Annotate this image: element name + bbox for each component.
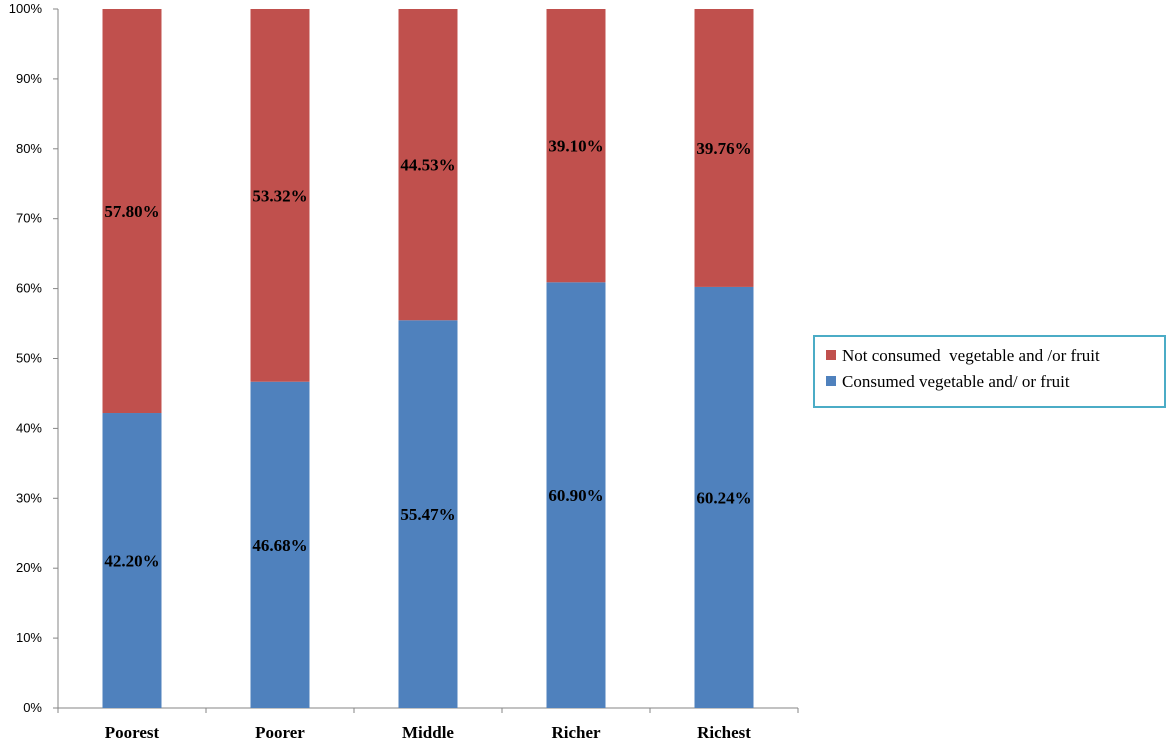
bar-segment-consumed [546, 282, 606, 708]
legend-entry-label: Not consumed vegetable and /or fruit [842, 346, 1100, 365]
legend-entry-label: Consumed vegetable and/ or fruit [842, 372, 1070, 391]
data-label: 60.24% [696, 488, 751, 507]
data-label: 57.80% [104, 202, 159, 221]
data-label: 60.90% [548, 486, 603, 505]
y-tick-label: 60% [16, 281, 42, 296]
bar-segment-not-consumed [546, 9, 606, 283]
legend-box [813, 335, 1166, 408]
x-category-label: Richer [551, 723, 601, 742]
bar-segment-consumed [398, 320, 458, 708]
y-tick-label: 20% [16, 560, 42, 575]
legend-swatch [826, 376, 836, 386]
chart-legend: Not consumed vegetable and /or fruit Cons… [813, 335, 1166, 408]
y-tick-label: 80% [16, 141, 42, 156]
y-tick-label: 70% [16, 211, 42, 226]
y-tick-label: 40% [16, 420, 42, 435]
chart-data-labels: 42.20% 57.80% 46.68% 53.32% 55.47% 44.53% 60.9… [104, 137, 751, 571]
y-tick-label: 100% [9, 1, 43, 16]
bar-segment-not-consumed [398, 9, 458, 321]
chart-axes: 0% 10% 20% 30% 40% 50% 60% 70% 80% 90% 100% Poorest… [9, 1, 799, 742]
data-label: 39.10% [548, 137, 603, 156]
data-label: 46.68% [252, 536, 307, 555]
y-tick-label: 10% [16, 630, 42, 645]
bar-segment-consumed [694, 286, 754, 708]
data-label: 44.53% [400, 156, 455, 175]
bar-segment-not-consumed [694, 9, 754, 287]
data-label: 55.47% [400, 505, 455, 524]
x-category-label: Middle [402, 723, 454, 742]
bar-segment-consumed [102, 413, 162, 708]
bar-segment-not-consumed [102, 9, 162, 414]
y-tick-label: 30% [16, 490, 42, 505]
x-category-label: Poorest [105, 723, 160, 742]
y-tick-label: 50% [16, 351, 42, 366]
bar-segment-consumed [250, 381, 310, 708]
chart-bars [102, 9, 754, 708]
bar-segment-not-consumed [250, 9, 310, 382]
x-category-label: Poorer [255, 723, 305, 742]
data-label: 53.32% [252, 186, 307, 205]
y-tick-label: 90% [16, 71, 42, 86]
y-tick-label: 0% [23, 700, 42, 715]
legend-swatch [826, 350, 836, 360]
x-category-label: Richest [697, 723, 751, 742]
data-label: 39.76% [696, 139, 751, 158]
data-label: 42.20% [104, 552, 159, 571]
